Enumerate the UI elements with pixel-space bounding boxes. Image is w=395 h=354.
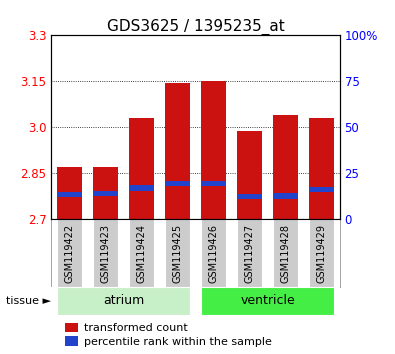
Bar [93, 219, 118, 287]
Bar [273, 193, 298, 199]
Bar [165, 181, 190, 186]
Bar [93, 191, 118, 196]
Bar [237, 219, 262, 287]
Bar [201, 181, 226, 186]
Bar [201, 219, 226, 287]
Text: GSM119425: GSM119425 [173, 223, 182, 283]
Text: GSM119423: GSM119423 [100, 224, 111, 282]
Title: GDS3625 / 1395235_at: GDS3625 / 1395235_at [107, 19, 284, 35]
Bar [237, 131, 262, 219]
Text: GSM119422: GSM119422 [64, 223, 74, 283]
Bar [57, 287, 190, 315]
Text: tissue ►: tissue ► [6, 296, 51, 306]
Text: GSM119424: GSM119424 [136, 224, 147, 282]
Text: atrium: atrium [103, 295, 144, 307]
Bar [273, 115, 298, 219]
Text: ventricle: ventricle [240, 295, 295, 307]
Text: GSM119426: GSM119426 [209, 224, 218, 282]
Bar [309, 187, 334, 192]
Bar [309, 219, 334, 287]
Bar [129, 219, 154, 287]
Text: GSM119428: GSM119428 [280, 224, 291, 282]
Bar [165, 83, 190, 219]
Bar [57, 167, 82, 219]
Bar [93, 167, 118, 219]
Bar [201, 81, 226, 219]
Text: GSM119429: GSM119429 [317, 224, 327, 282]
Text: GSM119427: GSM119427 [245, 223, 255, 283]
Bar [57, 219, 82, 287]
Bar [201, 287, 334, 315]
Bar [165, 219, 190, 287]
Bar [237, 194, 262, 199]
Bar [309, 118, 334, 219]
Bar [129, 118, 154, 219]
Bar [57, 192, 82, 197]
Legend: transformed count, percentile rank within the sample: transformed count, percentile rank withi… [65, 322, 272, 347]
Bar [273, 219, 298, 287]
Bar [129, 185, 154, 191]
